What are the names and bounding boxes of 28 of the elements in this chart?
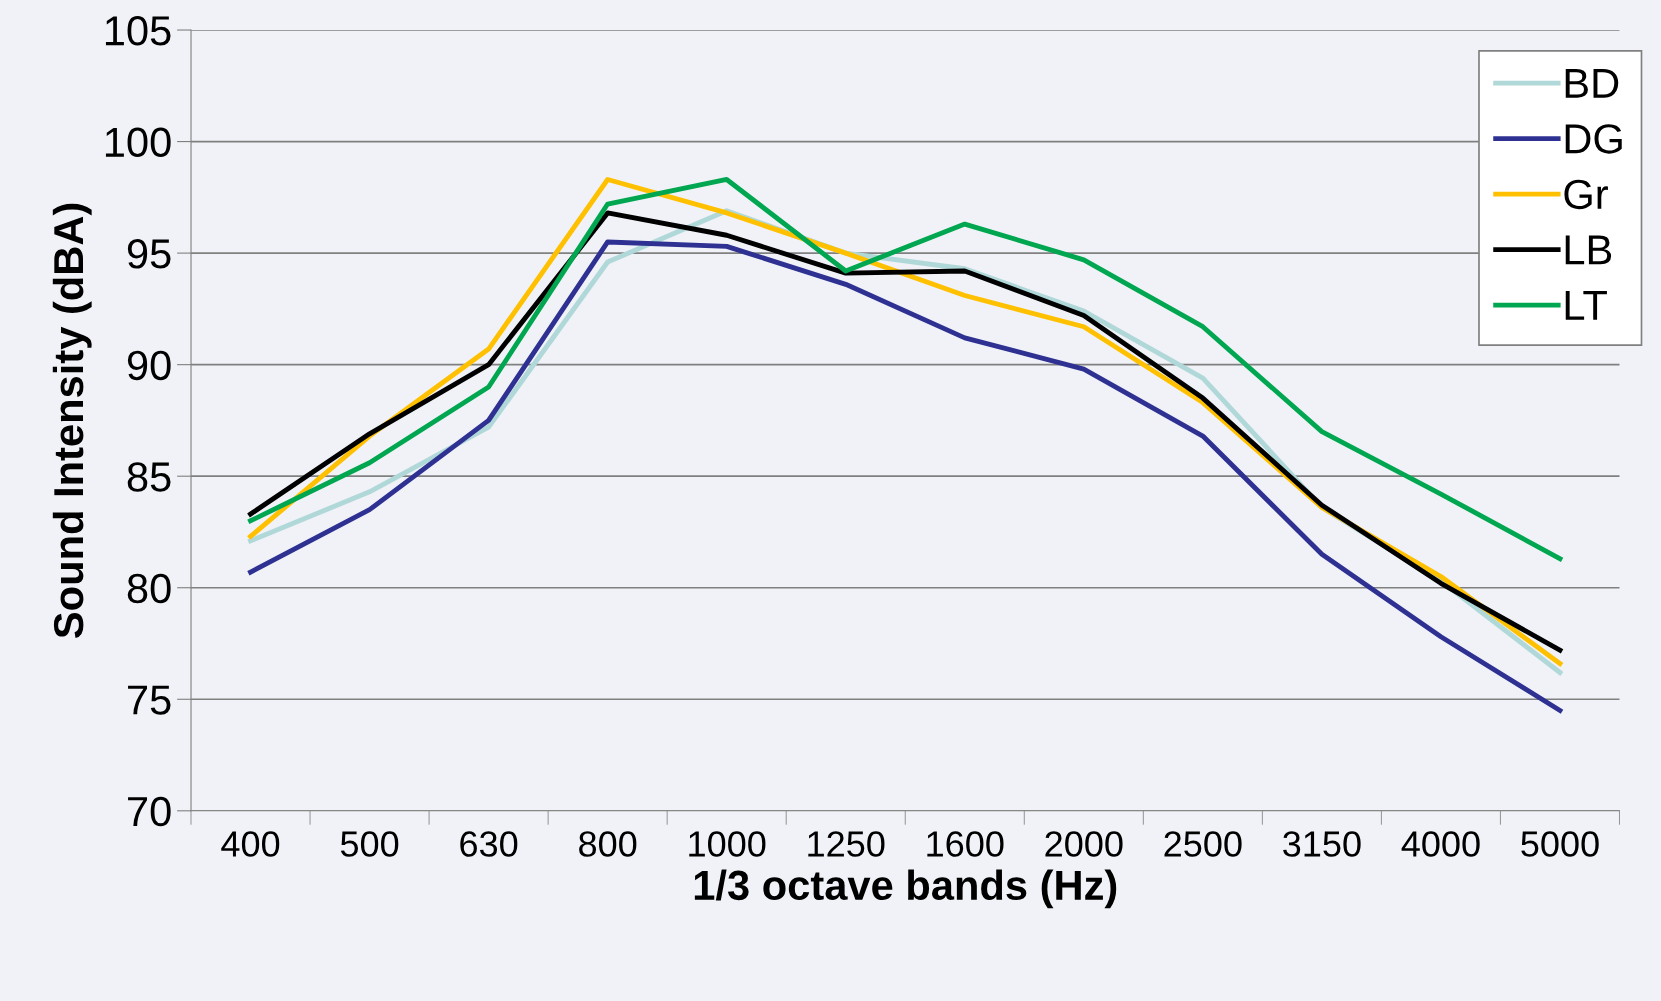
- y-tick-label: 80: [127, 573, 171, 604]
- x-tick-label: 1250: [808, 831, 885, 857]
- y-axis-title: Sound Intensity (dBA): [52, 203, 92, 638]
- y-tick-label: 85: [127, 462, 171, 492]
- legend-label: DG: [1565, 124, 1622, 154]
- x-tick-label: 3150: [1283, 831, 1361, 857]
- x-tick-label: 630: [460, 831, 518, 857]
- x-tick-label: 1600: [927, 831, 1004, 857]
- legend-label: LB: [1565, 235, 1612, 265]
- y-tick-label: 90: [127, 350, 171, 381]
- x-tick-label: 2500: [1164, 831, 1242, 857]
- legend-label: LT: [1565, 291, 1607, 320]
- x-tick-label: 2000: [1045, 831, 1123, 857]
- line-series: [248, 177, 1563, 562]
- y-tick-label: 70: [128, 796, 171, 827]
- x-tick-label: 800: [579, 831, 637, 857]
- y-tick-label: 75: [128, 685, 171, 715]
- x-axis-title: 1/3 octave bands (Hz): [694, 869, 1117, 909]
- x-tick-label: 400: [221, 831, 280, 857]
- x-tick-label: 5000: [1521, 831, 1599, 857]
- x-tick-label: 500: [340, 831, 399, 857]
- x-tick-label: 1000: [689, 831, 766, 857]
- y-tick-label: 95: [127, 239, 171, 269]
- legend-label: BD: [1565, 69, 1619, 98]
- x-tick-label: 4000: [1401, 831, 1480, 857]
- y-tick-label: 105: [105, 16, 171, 46]
- y-tick-label: 100: [105, 127, 171, 158]
- legend-label: Gr: [1564, 179, 1608, 210]
